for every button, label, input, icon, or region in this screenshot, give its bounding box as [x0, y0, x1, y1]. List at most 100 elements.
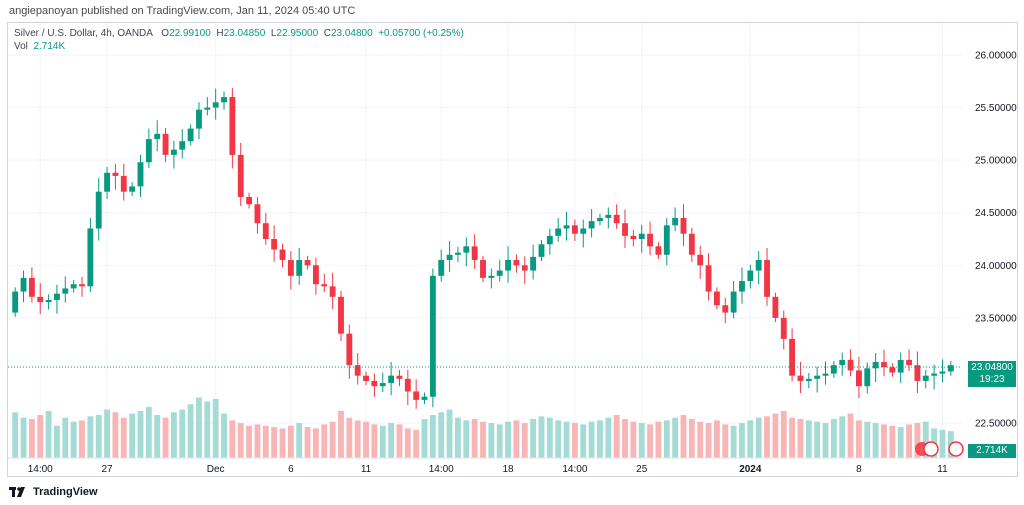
volume-bar: [70, 421, 77, 458]
flag-icon: [948, 441, 964, 457]
volume-bar: [162, 417, 169, 458]
volume-bar: [179, 409, 186, 458]
brand-name: TradingView: [33, 486, 98, 498]
volume-bar: [329, 421, 336, 458]
candle-body: [54, 293, 60, 300]
candle-body: [505, 260, 511, 271]
candle-body: [388, 375, 395, 384]
volume-bar: [730, 425, 737, 458]
candle-body: [396, 375, 403, 379]
volume-bar: [830, 419, 837, 458]
volume-bar: [154, 414, 161, 458]
volume-bar: [446, 409, 453, 458]
candle-body: [271, 239, 278, 250]
candle-body: [830, 365, 837, 374]
volume-bar: [571, 423, 578, 458]
candle-body: [170, 149, 177, 155]
candle-body: [95, 191, 102, 229]
candle-body: [814, 375, 821, 379]
high-value: 23.04850: [223, 28, 266, 39]
volume-bar: [822, 423, 829, 458]
high-label: H: [216, 28, 224, 39]
volume-bar: [521, 423, 528, 458]
volume-bar: [196, 397, 202, 458]
candle-body: [931, 373, 938, 376]
candle-body: [221, 97, 227, 103]
volume-bar: [229, 420, 236, 458]
x-tick-label: 11: [361, 464, 372, 475]
candle-body: [304, 260, 311, 266]
candle-body: [655, 246, 662, 255]
candle-body: [179, 141, 186, 150]
candle-body: [713, 291, 720, 306]
volume-bar: [287, 425, 294, 458]
vol-label: Vol: [14, 41, 28, 52]
candle-body: [889, 367, 896, 373]
volume-bar: [455, 417, 461, 458]
volume-bar: [496, 424, 503, 458]
candle-body: [680, 217, 687, 234]
volume-bar: [764, 416, 770, 458]
volume-bar: [438, 412, 445, 458]
candle-body: [613, 214, 620, 224]
volume-bar: [814, 421, 821, 458]
candle-body: [663, 225, 670, 255]
volume-bar: [897, 427, 904, 458]
x-tick-label: 27: [102, 464, 114, 475]
volume-bar: [597, 420, 603, 458]
candle-body: [429, 275, 436, 397]
close-value: 23.04800: [330, 28, 373, 39]
candle-body: [254, 204, 261, 224]
candle-body: [446, 254, 453, 261]
candle-body: [287, 260, 294, 276]
candle-body: [839, 359, 846, 366]
volume-bar: [312, 428, 319, 458]
candle-body: [237, 154, 244, 197]
volume-bar: [555, 420, 562, 458]
change-value: +0.05700 (+0.25%): [378, 28, 464, 39]
candle-body: [496, 270, 503, 276]
volume-bar: [62, 417, 69, 458]
volume-bar: [939, 429, 946, 458]
volume-bar: [655, 421, 662, 458]
x-tick-label: 2024: [739, 464, 762, 475]
chart-frame[interactable]: [7, 22, 1018, 477]
candle-body: [764, 260, 770, 297]
y-tick-label: 24.00000: [975, 261, 1017, 272]
footer-brand[interactable]: TradingView: [9, 486, 98, 498]
candle-body: [187, 128, 194, 142]
volume-bar: [697, 421, 704, 458]
candle-body: [772, 296, 779, 318]
candle-body: [822, 373, 829, 376]
volume-bar: [12, 412, 19, 458]
candle-body: [45, 299, 52, 303]
volume-bar: [363, 421, 369, 458]
volume-tag: 2.714K: [968, 444, 1016, 458]
candle-body: [413, 391, 420, 400]
candle-body: [647, 233, 654, 247]
candle-body: [546, 235, 553, 245]
candle-body: [145, 139, 152, 163]
volume-bar: [856, 420, 862, 458]
candle-body: [922, 375, 929, 381]
candle-body: [881, 362, 887, 368]
candle-body: [246, 196, 253, 205]
candle-body: [70, 284, 77, 289]
price-axis: 26.00000 25.50000 25.00000 24.50000 24.00000…: [975, 51, 1017, 430]
candle-body: [196, 109, 202, 129]
candle-body: [847, 359, 854, 371]
candle-body: [780, 317, 787, 339]
volume-bar: [221, 413, 227, 458]
volume-bar: [805, 420, 812, 458]
candle-body: [463, 246, 470, 253]
x-tick-label: 18: [502, 464, 514, 475]
candle-body: [571, 225, 578, 234]
volume-bar: [137, 410, 144, 458]
x-tick-label: 11: [937, 464, 948, 475]
low-label: L: [270, 28, 277, 39]
volume-bar: [371, 424, 378, 458]
volume-bar: [847, 413, 854, 458]
volume-bar: [797, 419, 804, 458]
volume-bar: [279, 428, 286, 458]
